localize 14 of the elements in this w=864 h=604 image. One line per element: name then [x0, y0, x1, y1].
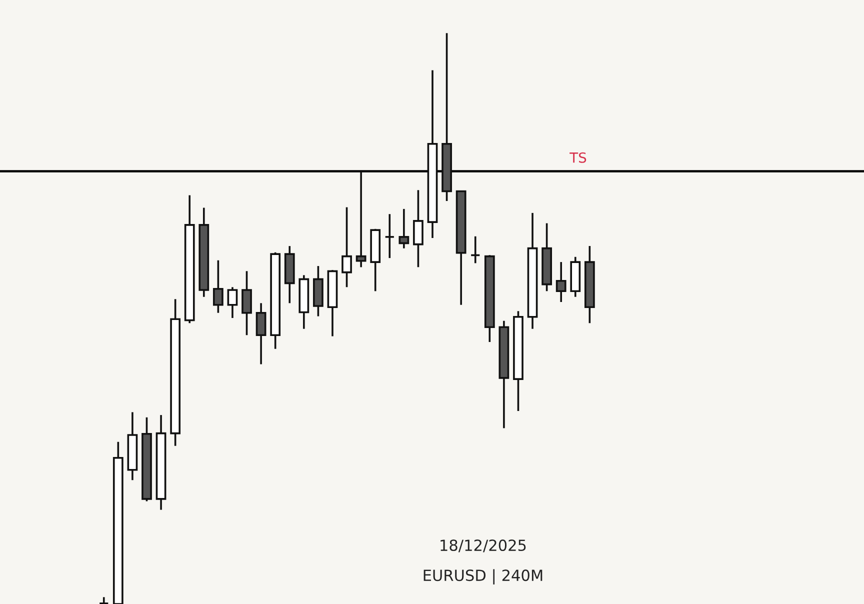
candlestick	[556, 261, 566, 303]
candlestick	[227, 286, 238, 319]
annotation: 18/12/2025	[440, 539, 526, 552]
candlestick	[356, 170, 366, 268]
candlestick	[398, 208, 410, 250]
candlestick	[384, 213, 395, 259]
candlestick	[98, 596, 110, 604]
candlestick	[212, 259, 224, 314]
candlestick	[413, 189, 424, 268]
annotation: EURUSD | 240M	[424, 569, 542, 584]
candlestick	[342, 206, 352, 288]
candlestick	[256, 302, 266, 366]
ref-line-label: TS	[570, 152, 586, 163]
candlestick	[242, 270, 252, 336]
